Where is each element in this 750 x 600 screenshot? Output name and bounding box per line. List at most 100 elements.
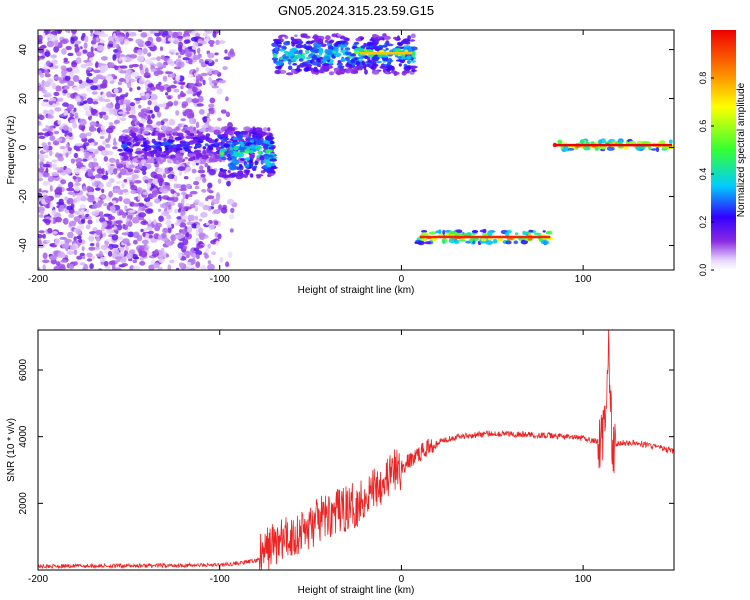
heatmap-cell <box>123 198 131 205</box>
heatmap-cell <box>350 70 359 75</box>
heatmap-cell <box>185 183 192 189</box>
heatmap-cell <box>121 183 125 189</box>
heatmap-cell <box>108 191 113 198</box>
heatmap-cell <box>178 262 185 268</box>
heatmap-cell <box>85 209 90 213</box>
heatmap-cell <box>465 240 472 244</box>
heatmap-cell <box>319 50 323 56</box>
heatmap-cell <box>471 230 479 233</box>
spectrogram-x-tick-label: -200 <box>28 274 48 285</box>
snr-x-tick-label: 0 <box>399 574 405 585</box>
heatmap-cell <box>121 143 128 149</box>
heatmap-cell <box>194 142 202 149</box>
heatmap-cell <box>225 96 229 102</box>
heatmap-cell <box>42 264 46 270</box>
heatmap-cell <box>206 147 210 153</box>
heatmap-cell <box>103 260 109 267</box>
heatmap-cell <box>173 66 182 70</box>
heatmap-cell <box>49 217 54 225</box>
heatmap-cell <box>485 240 494 246</box>
heatmap-cell <box>289 48 297 52</box>
heatmap-cell <box>505 240 512 245</box>
heatmap-cell <box>86 258 93 262</box>
heatmap-cell <box>42 180 48 186</box>
heatmap-cell <box>411 69 417 72</box>
heatmap-cell <box>243 126 251 132</box>
heatmap-cell <box>274 69 282 75</box>
heatmap-cell <box>80 63 88 69</box>
heatmap-cell <box>92 109 98 114</box>
heatmap-cell <box>43 154 49 158</box>
heatmap-cell <box>43 109 47 115</box>
heatmap-cell <box>132 203 140 207</box>
heatmap-cell <box>173 88 180 93</box>
heatmap-cell <box>197 169 206 174</box>
heatmap-cell <box>79 262 86 266</box>
heatmap-cell <box>219 169 228 172</box>
heatmap-cell <box>137 194 141 201</box>
heatmap-cell <box>85 224 91 230</box>
heatmap-cell <box>38 114 45 121</box>
heatmap-cell <box>55 216 62 223</box>
heatmap-cell <box>228 130 234 136</box>
heatmap-cell <box>72 261 78 266</box>
heatmap-cell <box>177 166 186 171</box>
heatmap-cell <box>177 202 183 208</box>
heatmap-cell <box>81 217 86 224</box>
snr-series-line <box>37 330 675 571</box>
heatmap-cell <box>125 220 133 227</box>
heatmap-cell <box>118 135 126 139</box>
heatmap-cell <box>208 157 213 163</box>
heatmap-cell <box>156 103 165 108</box>
heatmap-cell <box>42 32 46 39</box>
heatmap-cell <box>355 61 360 66</box>
heatmap-cell <box>114 267 122 270</box>
heatmap-cell <box>107 35 115 43</box>
heatmap-cell <box>158 81 162 86</box>
heatmap-cell <box>44 51 51 57</box>
heatmap-cell <box>409 39 415 42</box>
heatmap-cell <box>49 135 56 141</box>
heatmap-cell <box>204 162 208 168</box>
heatmap-cell <box>93 30 101 35</box>
heatmap-cell <box>113 168 118 175</box>
heatmap-cell <box>161 202 169 209</box>
heatmap-cell <box>200 174 206 178</box>
heatmap-cell <box>234 141 240 145</box>
heatmap-cell <box>194 215 198 221</box>
heatmap-cell <box>145 92 150 100</box>
heatmap-cell <box>198 227 204 234</box>
heatmap-cell <box>157 266 163 270</box>
heatmap-cell <box>253 165 258 169</box>
heatmap-cell <box>117 111 126 115</box>
heatmap-cell <box>166 214 172 220</box>
heatmap-cell <box>403 66 412 71</box>
heatmap-cell <box>170 234 177 242</box>
heatmap-feature-band <box>353 45 416 62</box>
heatmap-cell <box>60 179 67 185</box>
heatmap-cell <box>216 88 223 95</box>
heatmap-cell <box>202 146 207 150</box>
heatmap-cell <box>117 223 123 231</box>
heatmap-cell <box>74 43 79 48</box>
heatmap-cell <box>113 32 117 39</box>
snr-y-tick-label: 6000 <box>18 358 29 381</box>
heatmap-cell <box>199 160 206 165</box>
heatmap-cell <box>230 207 235 214</box>
heatmap-cell <box>75 57 82 64</box>
heatmap-cell <box>583 145 590 151</box>
heatmap-cell <box>194 206 199 212</box>
heatmap-cell <box>188 58 193 65</box>
heatmap-cell <box>375 60 382 64</box>
heatmap-cell <box>492 238 498 244</box>
heatmap-cell <box>125 244 129 252</box>
heatmap-cell <box>129 132 137 136</box>
heatmap-cell <box>82 186 87 192</box>
heatmap-cell <box>47 110 51 115</box>
heatmap-cell <box>87 219 93 225</box>
heatmap-cell <box>207 40 215 45</box>
heatmap-cell <box>158 234 162 240</box>
heatmap-cell <box>198 95 204 103</box>
heatmap-cell <box>374 37 379 41</box>
heatmap-cell <box>173 80 177 84</box>
